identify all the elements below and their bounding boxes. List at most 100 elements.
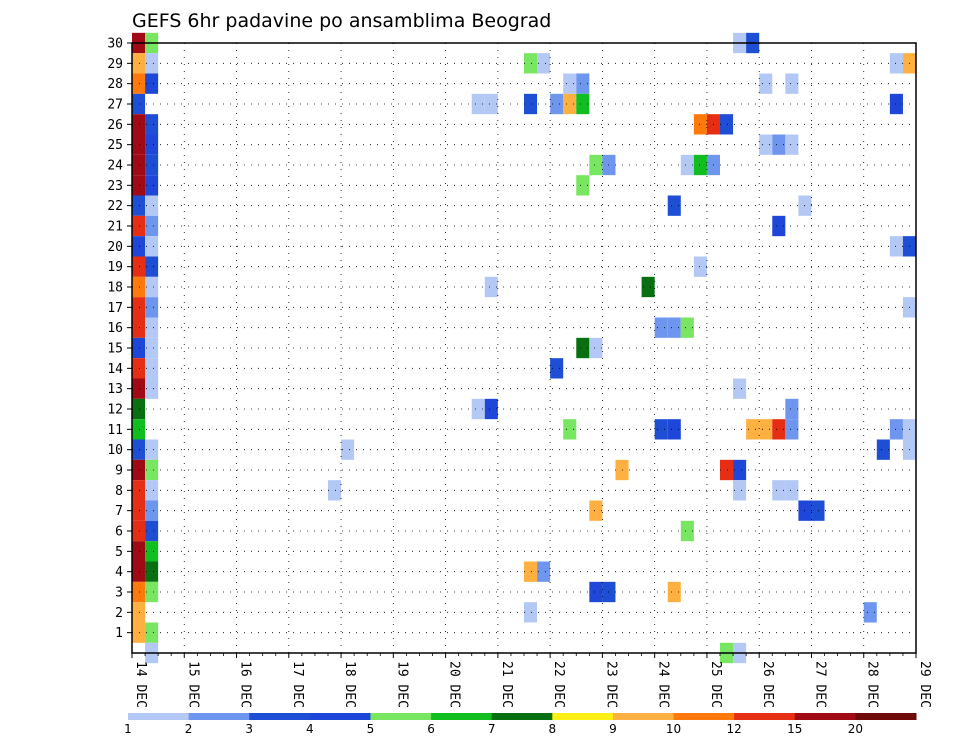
heatmap-cell — [145, 53, 159, 74]
y-tick-label: 5 — [115, 545, 123, 560]
heatmap-cell — [889, 236, 903, 257]
heatmap-cell — [145, 337, 159, 359]
heatmap-cell — [720, 114, 734, 135]
heatmap-cell — [537, 53, 551, 74]
colorbar-swatch — [128, 713, 190, 720]
colorbar-label: 5 — [367, 722, 375, 736]
colorbar-swatch — [552, 713, 614, 720]
heatmap-cell — [132, 378, 146, 399]
heatmap-cell — [759, 73, 773, 94]
heatmap-cell — [524, 53, 538, 74]
colorbar-swatch — [431, 713, 493, 720]
heatmap-cell — [132, 520, 146, 542]
x-tick-label: 27 DEC — [812, 661, 827, 708]
heatmap-cell — [145, 317, 159, 338]
heatmap-cell — [145, 459, 159, 481]
heatmap-cell — [132, 195, 146, 216]
heatmap-cell — [550, 93, 564, 115]
heatmap-cell — [132, 114, 146, 135]
heatmap-cell — [785, 134, 799, 155]
x-axis-ticks: 14 DEC 15 DEC 16 DEC 17 DEC 18 DEC 19 DEC 20 D… — [131, 653, 932, 708]
heatmap-cell — [667, 581, 681, 603]
x-tick-label: 21 DEC — [499, 661, 514, 708]
y-tick-label: 24 — [107, 159, 123, 174]
y-tick-label: 4 — [115, 565, 123, 580]
heatmap-cell — [471, 93, 485, 115]
heatmap-cell — [484, 276, 498, 298]
y-tick-label: 10 — [107, 443, 123, 458]
colorbar-swatch — [491, 713, 553, 720]
heatmap-cell — [132, 398, 146, 420]
heatmap-cell — [132, 276, 146, 298]
heatmap-cell — [145, 154, 159, 176]
heatmap-cell — [471, 398, 485, 420]
x-tick-label: 26 DEC — [760, 661, 775, 708]
grid-lines — [132, 42, 916, 653]
colorbar-label: 20 — [848, 722, 863, 736]
heatmap-cell — [563, 419, 577, 440]
heatmap-cell — [145, 175, 159, 196]
y-tick-label: 16 — [107, 321, 123, 336]
heatmap-cell — [667, 195, 681, 216]
heatmap-cell — [145, 215, 159, 237]
heatmap-cell — [341, 439, 355, 460]
heatmap-cell — [576, 337, 590, 359]
colorbar-label: 12 — [727, 722, 742, 736]
x-tick-label: 16 DEC — [238, 661, 253, 708]
heatmap-cell — [772, 480, 786, 501]
heatmap-cell — [328, 480, 342, 501]
x-tick-label: 19 DEC — [394, 661, 409, 708]
colorbar-swatch — [249, 713, 311, 720]
x-tick-label: 18 DEC — [342, 661, 357, 708]
heatmap-cell — [589, 500, 603, 521]
heatmap-cell — [772, 419, 786, 440]
heatmap-cell — [785, 480, 799, 501]
heatmap-cell — [132, 480, 146, 501]
heatmap-cell — [132, 561, 146, 582]
heatmap-cell — [145, 541, 159, 562]
heatmap-cell — [667, 317, 681, 338]
x-tick-label: 28 DEC — [865, 661, 880, 708]
y-tick-label: 12 — [107, 403, 123, 418]
y-tick-label: 19 — [107, 260, 123, 275]
y-tick-label: 11 — [107, 423, 123, 438]
y-tick-label: 30 — [107, 37, 123, 52]
heatmap-cell — [132, 459, 146, 481]
heatmap-cell — [563, 93, 577, 115]
heatmap-cell — [132, 215, 146, 237]
colorbar-swatch — [612, 713, 675, 720]
heatmap-cell — [746, 419, 760, 440]
heatmap-cell — [641, 276, 655, 298]
heatmap-cell — [132, 236, 146, 257]
heatmap-cell — [145, 622, 159, 643]
heatmap-cell — [145, 480, 159, 501]
y-tick-label: 14 — [107, 362, 123, 377]
colorbar-label: 2 — [185, 722, 193, 736]
y-tick-label: 7 — [115, 504, 123, 519]
heatmap-cell — [720, 459, 734, 481]
x-tick-label: 14 DEC — [133, 661, 148, 708]
heatmap-cell — [576, 73, 590, 94]
colorbar-label: 15 — [787, 722, 802, 736]
heatmap-cell — [145, 276, 159, 298]
colorbar-swatch — [370, 713, 432, 720]
heatmap-cell — [785, 398, 799, 420]
colorbar: 1 2 3 4 5 6 7 8 9 10 12 15 20 — [124, 713, 917, 736]
heatmap-cell — [132, 358, 146, 379]
heatmap-cell — [759, 134, 773, 155]
y-tick-label: 22 — [107, 199, 123, 214]
heatmap-cell — [132, 73, 146, 94]
colorbar-swatch — [309, 713, 371, 720]
heatmap-cell — [537, 561, 551, 582]
heatmap-cell — [132, 622, 146, 643]
heatmap-cell — [145, 358, 159, 379]
y-tick-label: 13 — [107, 382, 123, 397]
heatmap-cell — [524, 93, 538, 115]
heatmap-cell — [889, 419, 903, 440]
colorbar-swatch — [734, 713, 796, 720]
heatmap-cell — [145, 114, 159, 135]
y-tick-label: 26 — [107, 118, 123, 133]
heatmap-cell — [693, 154, 707, 176]
y-tick-label: 15 — [107, 342, 123, 357]
heatmap-cell — [550, 358, 564, 379]
